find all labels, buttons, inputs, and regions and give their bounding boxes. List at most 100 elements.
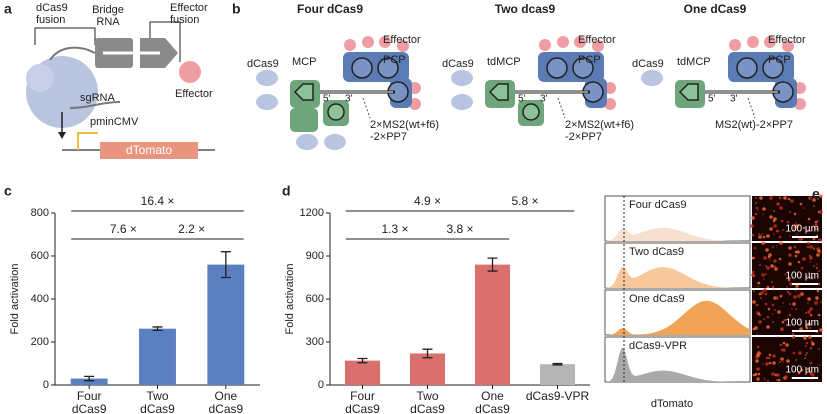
x-tick-label: One dCas9 xyxy=(475,389,510,414)
pcp-loop xyxy=(762,57,784,79)
cell xyxy=(786,220,790,224)
cell xyxy=(787,278,791,282)
label: PCP xyxy=(578,54,601,66)
cell xyxy=(767,356,771,360)
design xyxy=(641,36,806,119)
cell xyxy=(814,220,818,224)
y-tick-label: 300 xyxy=(306,336,324,348)
cell xyxy=(817,313,821,317)
cell xyxy=(795,284,799,288)
cell xyxy=(816,253,820,257)
cell xyxy=(802,257,806,261)
cell xyxy=(755,206,759,210)
cell xyxy=(795,222,797,224)
label: 2×MS2(wt+f6) -2×PP7 xyxy=(370,119,439,143)
bracket xyxy=(149,21,181,62)
mcp-loop xyxy=(488,83,509,101)
cell xyxy=(808,335,812,339)
x-tick-label: Four dCas9 xyxy=(345,389,380,414)
cell xyxy=(791,332,795,336)
x-axis-label: dTomato xyxy=(651,398,693,410)
cell xyxy=(773,195,775,197)
cell xyxy=(808,242,810,244)
cell xyxy=(797,260,801,264)
cell xyxy=(805,354,807,356)
cell xyxy=(760,291,764,295)
cell xyxy=(819,328,823,332)
label: e xyxy=(812,186,820,202)
cell xyxy=(820,252,822,254)
cell xyxy=(762,213,764,215)
pcp-loop xyxy=(351,57,373,79)
cell xyxy=(777,378,781,382)
micrograph xyxy=(752,196,822,241)
cell xyxy=(795,273,797,275)
pcp-loop xyxy=(546,57,568,79)
cell xyxy=(767,380,769,382)
cell xyxy=(782,348,786,352)
cell xyxy=(819,210,823,214)
cell xyxy=(764,302,768,306)
cell xyxy=(755,202,757,204)
cell xyxy=(778,257,782,261)
bracket-label: 2.2 × xyxy=(178,222,205,236)
cell xyxy=(808,336,810,338)
cell xyxy=(775,296,779,300)
cell xyxy=(809,261,811,263)
cell xyxy=(790,199,794,203)
label: sgRNA xyxy=(80,92,116,104)
cell xyxy=(792,337,794,339)
pointer xyxy=(557,97,566,119)
dcas9-shape xyxy=(641,70,663,86)
dcas9-shape xyxy=(451,94,473,110)
cell xyxy=(762,235,766,239)
micrograph xyxy=(752,243,822,288)
cell xyxy=(780,219,784,223)
effector-shape xyxy=(539,39,551,51)
x-tick-label: Four dCas9 xyxy=(72,389,107,414)
bar xyxy=(474,264,511,385)
cell xyxy=(815,296,819,300)
cell xyxy=(751,233,755,237)
cell xyxy=(813,265,815,267)
cell xyxy=(789,303,791,305)
cell xyxy=(785,274,787,276)
cell xyxy=(760,297,762,299)
effector-shape xyxy=(379,36,391,48)
cell xyxy=(817,198,819,200)
cell xyxy=(753,290,755,292)
cell xyxy=(792,302,796,306)
cell xyxy=(763,288,767,292)
x-tick-label: Two dCas9 xyxy=(410,389,445,414)
cell xyxy=(806,367,810,371)
cell xyxy=(773,265,777,269)
cell xyxy=(773,224,777,228)
cell xyxy=(780,348,784,352)
cell xyxy=(772,313,774,315)
cell xyxy=(757,351,761,355)
cell xyxy=(752,274,756,278)
cell xyxy=(769,259,771,261)
cell xyxy=(768,353,772,357)
cell xyxy=(757,209,759,211)
label: PCP xyxy=(383,54,406,66)
x-tick-label: Two dCas9 xyxy=(140,389,175,414)
cell xyxy=(805,345,807,347)
label: tdMCP xyxy=(487,56,521,68)
effector-shape xyxy=(344,39,356,51)
cell xyxy=(772,361,776,365)
cell xyxy=(756,367,760,371)
reporter-box xyxy=(100,142,198,159)
cell xyxy=(772,246,774,248)
cell xyxy=(761,233,763,235)
effector-shape xyxy=(729,39,741,51)
cell xyxy=(776,202,780,206)
row-label: Two dCas9 xyxy=(629,246,684,258)
effector-shape xyxy=(362,36,374,48)
label: b xyxy=(232,1,241,17)
cell xyxy=(766,325,770,329)
bar xyxy=(539,364,576,385)
cell xyxy=(752,373,756,377)
cell xyxy=(809,361,813,365)
cell xyxy=(754,372,758,376)
